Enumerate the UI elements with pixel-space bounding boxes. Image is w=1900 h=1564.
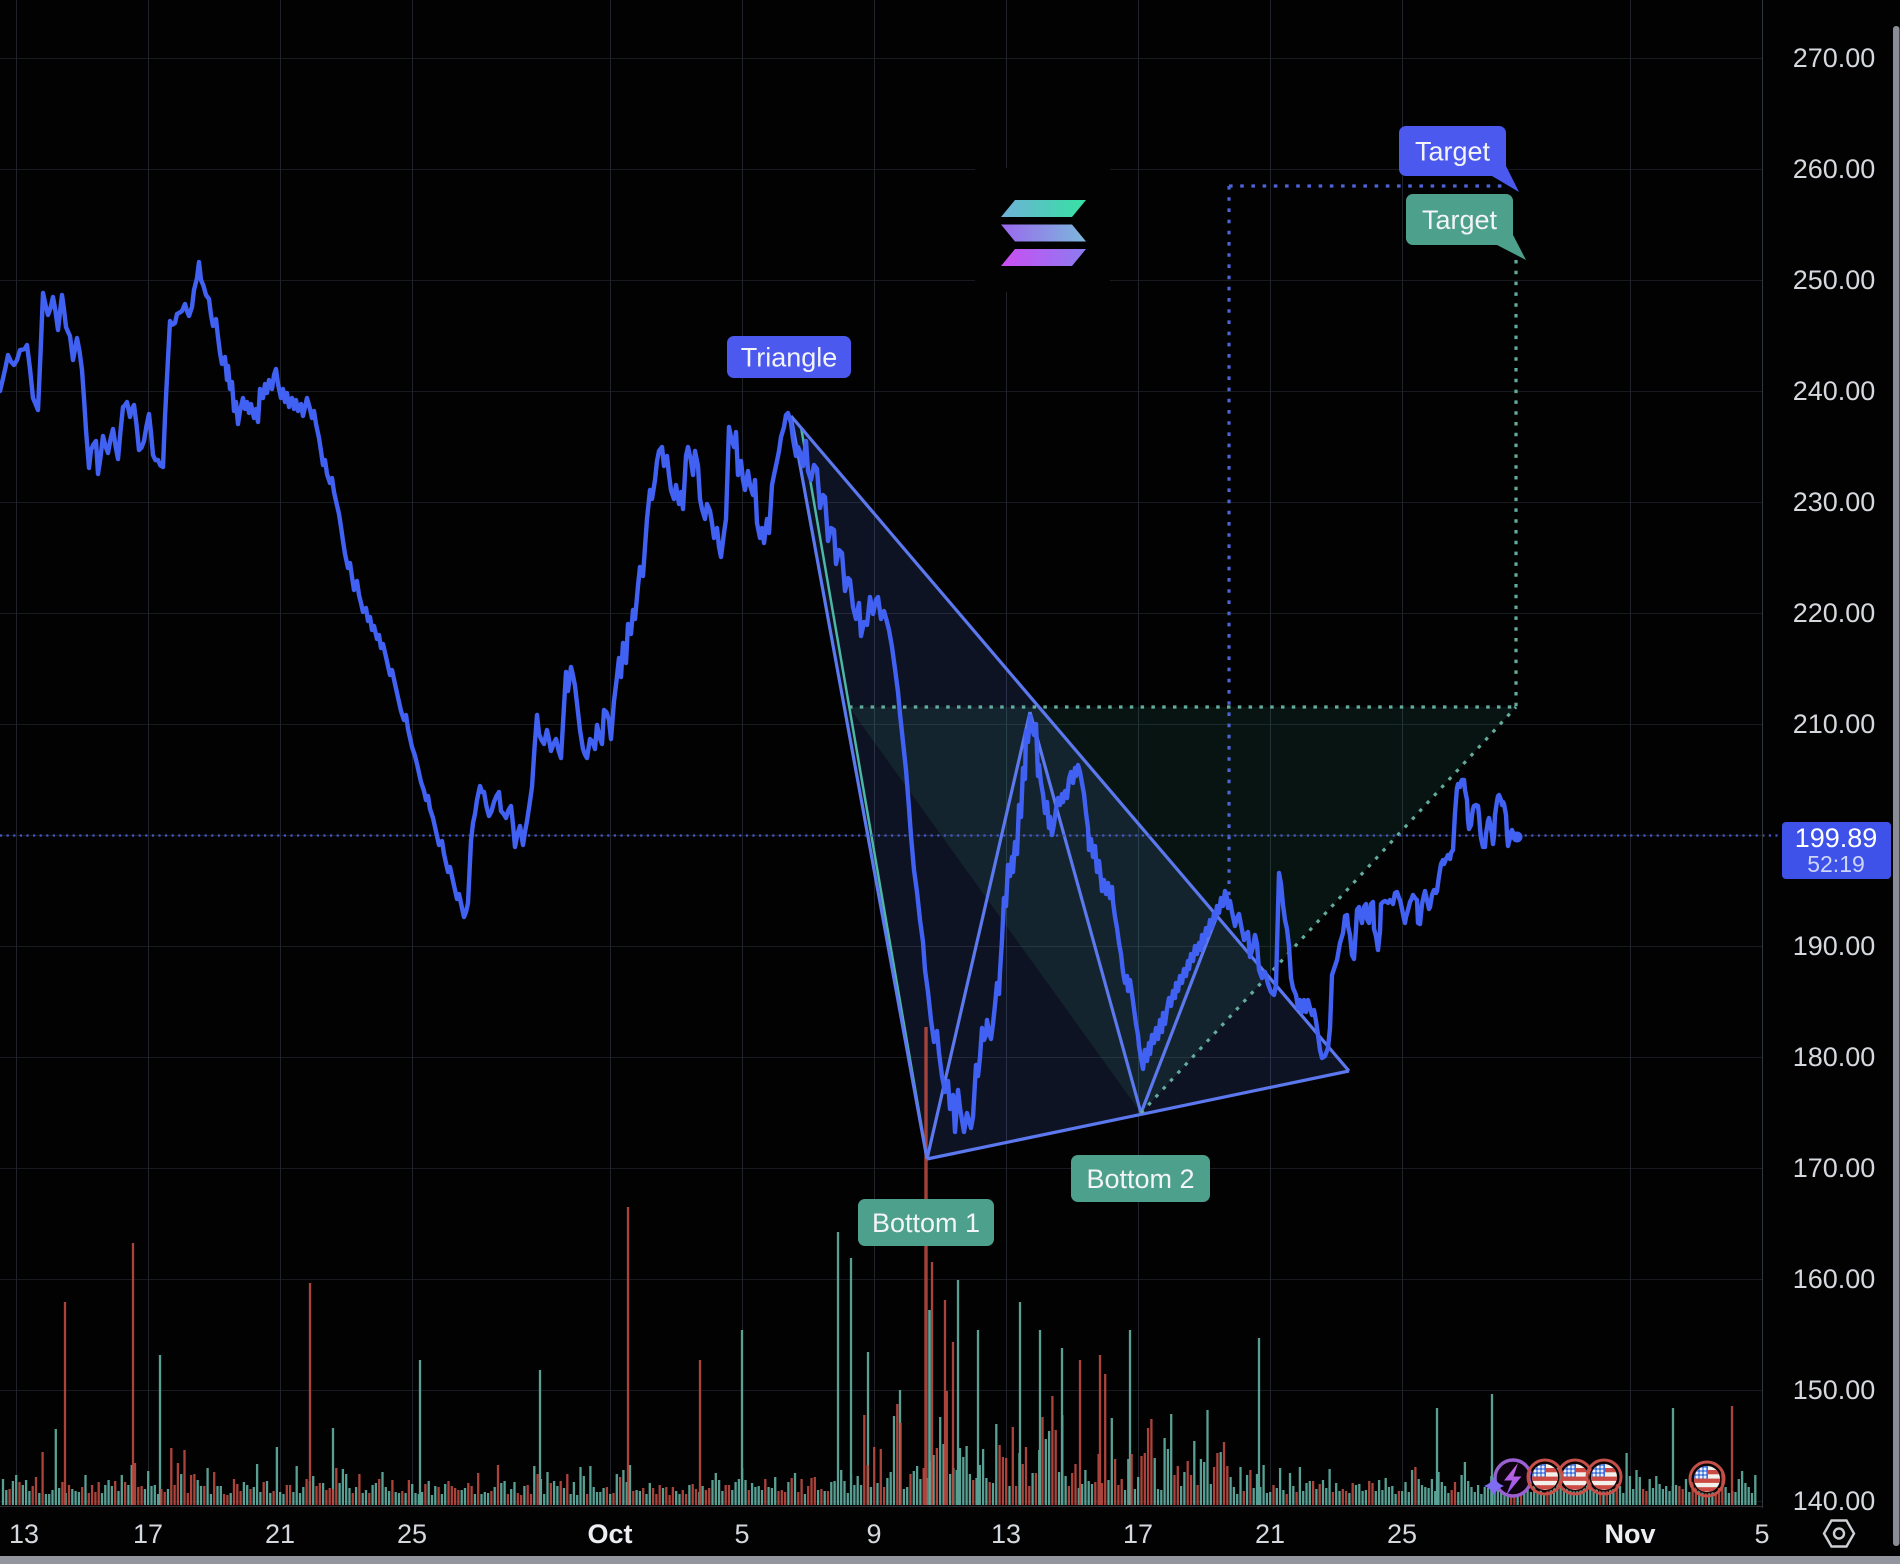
svg-text:270.00: 270.00 [1793, 43, 1876, 73]
svg-text:220.00: 220.00 [1793, 598, 1876, 628]
svg-text:230.00: 230.00 [1793, 487, 1876, 517]
svg-text:21: 21 [1255, 1519, 1285, 1549]
svg-text:5: 5 [1754, 1519, 1769, 1549]
svg-text:17: 17 [1123, 1519, 1153, 1549]
svg-text:199.89: 199.89 [1795, 823, 1878, 853]
svg-text:Triangle: Triangle [741, 343, 838, 373]
svg-text:Nov: Nov [1604, 1519, 1655, 1549]
svg-text:Target: Target [1415, 137, 1491, 167]
svg-text:21: 21 [265, 1519, 295, 1549]
svg-text:170.00: 170.00 [1793, 1153, 1876, 1183]
svg-text:150.00: 150.00 [1793, 1375, 1876, 1405]
svg-text:17: 17 [133, 1519, 163, 1549]
svg-text:Oct: Oct [587, 1519, 632, 1549]
svg-text:Bottom 2: Bottom 2 [1086, 1164, 1194, 1194]
svg-text:13: 13 [9, 1519, 39, 1549]
svg-text:240.00: 240.00 [1793, 376, 1876, 406]
svg-text:160.00: 160.00 [1793, 1264, 1876, 1294]
svg-text:5: 5 [734, 1519, 749, 1549]
svg-text:180.00: 180.00 [1793, 1042, 1876, 1072]
svg-text:210.00: 210.00 [1793, 709, 1876, 739]
svg-text:260.00: 260.00 [1793, 154, 1876, 184]
svg-text:25: 25 [397, 1519, 427, 1549]
svg-text:52:19: 52:19 [1807, 851, 1865, 877]
svg-text:140.00: 140.00 [1793, 1486, 1876, 1516]
svg-text:25: 25 [1387, 1519, 1417, 1549]
svg-text:190.00: 190.00 [1793, 931, 1876, 961]
svg-text:250.00: 250.00 [1793, 265, 1876, 295]
svg-text:Target: Target [1422, 205, 1498, 235]
svg-text:Bottom 1: Bottom 1 [872, 1208, 980, 1238]
svg-text:13: 13 [991, 1519, 1021, 1549]
svg-text:9: 9 [866, 1519, 881, 1549]
